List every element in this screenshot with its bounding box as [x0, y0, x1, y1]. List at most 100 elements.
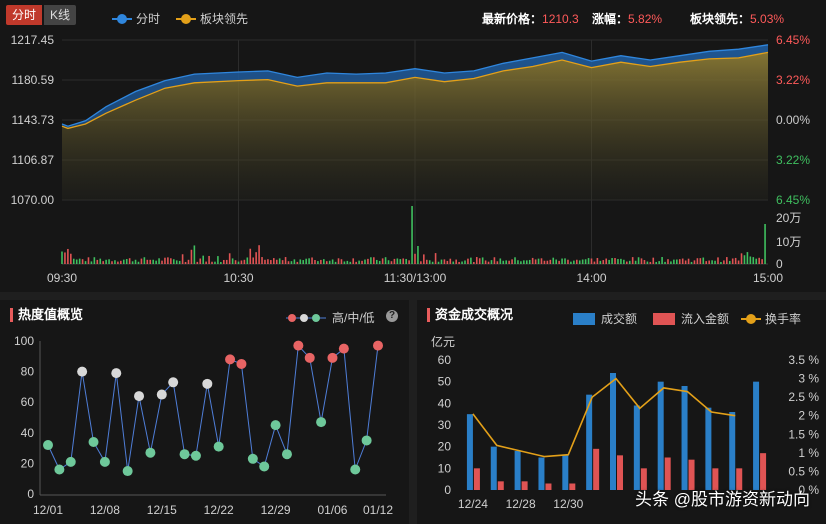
volume-bar	[67, 248, 69, 264]
pct-tick-label: 0.00%	[776, 113, 810, 127]
volume-bar	[220, 261, 222, 264]
y-tick-label: 40	[438, 396, 452, 410]
help-icon[interactable]: ?	[386, 310, 398, 322]
volume-bar	[737, 260, 740, 264]
volume-bar	[749, 256, 752, 264]
volume-bar	[517, 260, 519, 264]
heat-title: 热度值概览	[10, 308, 83, 322]
volume-bar	[161, 260, 163, 264]
volume-bar	[102, 261, 104, 264]
volume-bar	[490, 260, 493, 264]
fund-y-unit: 亿元	[431, 335, 456, 349]
volume-bar	[717, 257, 719, 264]
volume-bar	[617, 259, 619, 264]
volume-bar	[493, 257, 496, 264]
bar-inflow	[473, 468, 480, 490]
volume-bar	[534, 259, 537, 264]
fund-chart[interactable]: 0 10 20 30 40 50 60 0 % 0.5 % 1 % 1.5 % 2 % 2.5 % 3 %…	[417, 300, 826, 524]
volume-bar	[261, 257, 263, 264]
volume-bar	[231, 258, 234, 264]
y-tick-label: 80	[21, 365, 35, 379]
volume-bar	[164, 257, 166, 264]
y2-tick-label: 3 %	[798, 372, 819, 386]
price-tick-label: 1070.00	[11, 193, 55, 207]
volume-bar	[334, 261, 337, 264]
volume-bar	[337, 258, 340, 264]
volume-bar	[158, 258, 160, 264]
volume-bar	[658, 261, 660, 264]
volume-bar	[552, 257, 555, 264]
volume-bar	[349, 261, 352, 264]
volume-bar	[502, 260, 505, 264]
volume-bar	[184, 261, 187, 264]
volume-bar	[446, 260, 449, 264]
fund-legend[interactable]: 成交额 流入金额 换手率	[573, 310, 801, 327]
bar-inflow	[497, 481, 504, 490]
volume-bar	[408, 260, 410, 264]
volume-bar	[434, 253, 437, 264]
volume-bar	[643, 260, 646, 264]
volume-bar	[217, 256, 219, 264]
y2-tick-label: 1.5 %	[788, 427, 819, 441]
stat-label: 涨幅	[592, 12, 617, 26]
volume-bar	[287, 261, 290, 264]
volume-bar	[93, 257, 96, 264]
volume-bar	[543, 260, 546, 264]
bar-inflow	[736, 468, 743, 490]
heat-point	[304, 352, 315, 363]
volume-bar	[681, 258, 684, 264]
volume-bar	[128, 258, 131, 264]
heat-point	[179, 449, 190, 460]
volume-bar	[361, 260, 363, 264]
volume-bar	[723, 260, 725, 264]
volume-bar	[375, 259, 378, 264]
heat-point	[111, 368, 122, 379]
volume-bar	[690, 261, 693, 264]
volume-bar	[431, 261, 434, 264]
bar-turnover	[633, 405, 640, 490]
legend-intraday[interactable]: 分时 板块领先	[112, 10, 248, 27]
bar-inflow	[712, 468, 719, 490]
volume-bar	[237, 261, 240, 264]
price-tick-label: 1106.87	[12, 153, 55, 167]
heat-chart[interactable]: 0 20 40 60 80 100 12/01 12/08 12/15 12/22 12/29 01/…	[0, 300, 409, 524]
volume-bar	[573, 260, 575, 264]
volume-bar	[358, 260, 360, 264]
price-band-area	[62, 44, 768, 129]
volume-bar	[508, 260, 510, 264]
volume-bar	[367, 258, 369, 264]
volume-bar	[299, 259, 302, 264]
volume-bar	[423, 254, 425, 264]
time-tick-label: 11:30/13:00	[384, 271, 447, 285]
volume-bar	[70, 253, 72, 264]
volume-bar	[340, 259, 343, 264]
stat-value: 5.82%	[628, 12, 663, 26]
volume-bar	[311, 257, 313, 264]
volume-bar	[764, 224, 766, 264]
volume-bar	[484, 260, 487, 264]
intraday-chart[interactable]: 1217.45 6.45% 1180.59 3.22% 1143.73 0.00% 1106…	[0, 0, 826, 292]
bar-turnover	[466, 414, 473, 490]
volume-bar	[646, 261, 649, 264]
volume-bar	[726, 257, 728, 264]
volume-bar	[470, 257, 472, 264]
tab-intraday[interactable]: 分时	[6, 5, 43, 25]
volume-bar	[190, 249, 193, 264]
volume-bar	[81, 259, 84, 264]
volume-bar	[328, 260, 331, 264]
volume-bar	[317, 261, 319, 264]
volume-bar	[393, 258, 396, 264]
volume-bar	[390, 261, 393, 264]
volume-bar	[711, 260, 713, 264]
heat-legend[interactable]: 高/中/低	[286, 309, 375, 326]
tab-kline[interactable]: K线	[44, 5, 77, 25]
volume-bar	[196, 261, 199, 264]
volume-bar	[72, 258, 75, 264]
volume-bar	[222, 259, 225, 264]
volume-tick-label: 20万	[776, 211, 801, 225]
volume-bar	[255, 252, 257, 264]
volume-bar	[637, 257, 640, 264]
bar-turnover	[753, 381, 760, 490]
volume-bar	[296, 261, 299, 264]
volume-bar	[661, 257, 663, 264]
